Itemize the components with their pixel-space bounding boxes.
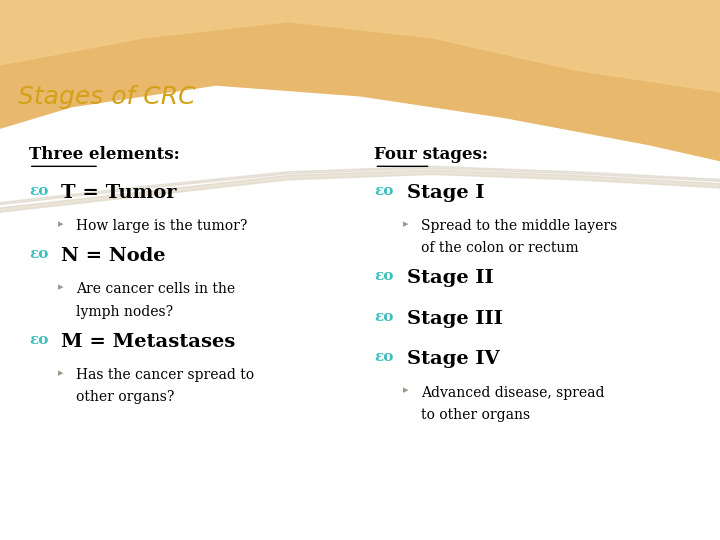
Text: Stages of CRC: Stages of CRC <box>18 85 196 109</box>
Text: lymph nodes?: lymph nodes? <box>76 305 173 319</box>
Text: ▸: ▸ <box>403 386 409 396</box>
Text: Spread to the middle layers: Spread to the middle layers <box>421 219 618 233</box>
Polygon shape <box>0 0 720 173</box>
Text: How large is the tumor?: How large is the tumor? <box>76 219 247 233</box>
Text: ▸: ▸ <box>58 282 63 292</box>
Text: Stage IV: Stage IV <box>407 350 500 368</box>
Text: Three elements:: Three elements: <box>29 146 179 163</box>
Text: Four stages:: Four stages: <box>374 146 488 163</box>
Text: Advanced disease, spread: Advanced disease, spread <box>421 386 605 400</box>
Text: N = Node: N = Node <box>61 247 166 265</box>
Polygon shape <box>0 0 720 92</box>
Text: Stage I: Stage I <box>407 184 485 201</box>
Text: Stage II: Stage II <box>407 269 493 287</box>
Text: of the colon or rectum: of the colon or rectum <box>421 241 579 255</box>
Text: ▸: ▸ <box>58 368 63 378</box>
Text: T = Tumor: T = Tumor <box>61 184 176 201</box>
Text: εo: εo <box>29 247 48 261</box>
Text: Stage III: Stage III <box>407 310 503 328</box>
Text: Are cancer cells in the: Are cancer cells in the <box>76 282 235 296</box>
Text: εo: εo <box>374 350 394 365</box>
Text: εo: εo <box>374 184 394 198</box>
Text: other organs?: other organs? <box>76 390 174 404</box>
Text: εo: εo <box>374 310 394 324</box>
Text: εo: εo <box>374 269 394 284</box>
Text: εo: εo <box>29 333 48 347</box>
Text: to other organs: to other organs <box>421 408 531 422</box>
Text: εo: εo <box>29 184 48 198</box>
Text: ▸: ▸ <box>403 219 409 229</box>
Text: M = Metastases: M = Metastases <box>61 333 235 350</box>
Text: Has the cancer spread to: Has the cancer spread to <box>76 368 253 382</box>
Text: ▸: ▸ <box>58 219 63 229</box>
